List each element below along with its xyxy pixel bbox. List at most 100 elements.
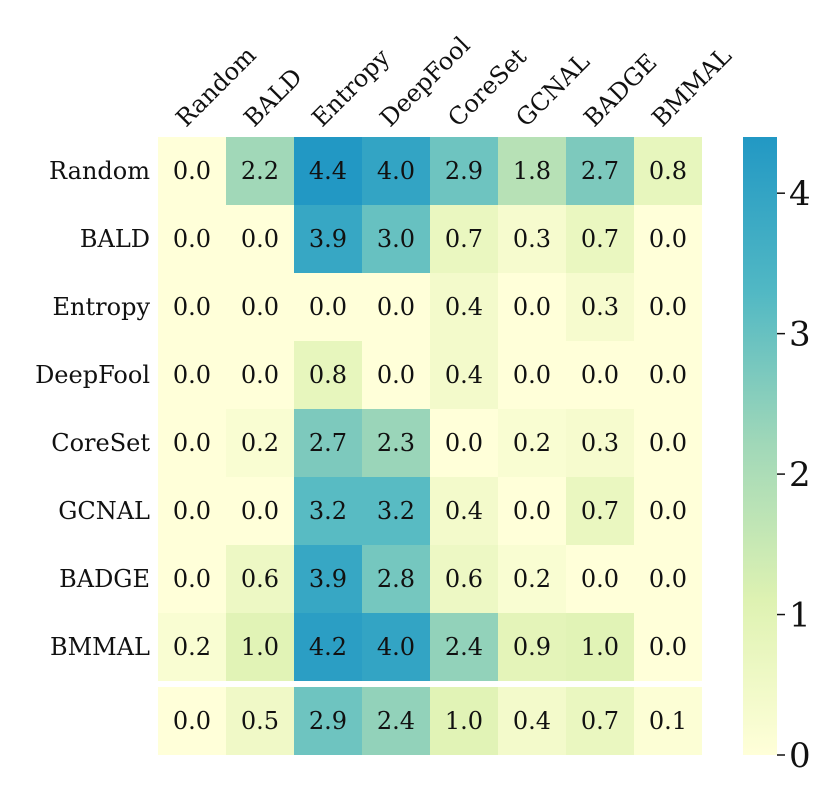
heatmap-cell	[498, 273, 566, 341]
heatmap-cell	[362, 137, 430, 205]
heatmap-cell	[226, 341, 294, 409]
summary-cell	[498, 687, 566, 755]
cell-value: 4.0	[377, 157, 415, 185]
heatmap-cell	[498, 205, 566, 273]
heatmap-cell	[566, 137, 634, 205]
heatmap-cell	[294, 273, 362, 341]
cell-value: 3.0	[377, 225, 415, 253]
heatmap-cell	[566, 477, 634, 545]
heatmap-cell	[362, 545, 430, 613]
summary-value: 1.0	[445, 707, 483, 735]
row-label: Entropy	[53, 293, 151, 321]
heatmap-cell	[430, 341, 498, 409]
cell-value: 2.3	[377, 429, 415, 457]
cell-value: 0.0	[649, 497, 687, 525]
cell-value: 0.0	[649, 361, 687, 389]
heatmap-cell	[634, 341, 702, 409]
heatmap-cell	[226, 409, 294, 477]
colorbar-tick-label: 4	[789, 174, 811, 214]
column-label: BADGE	[578, 48, 662, 132]
row-label: BADGE	[59, 565, 150, 593]
heatmap-cell	[362, 205, 430, 273]
heatmap-cell	[294, 545, 362, 613]
cell-value: 0.7	[581, 225, 619, 253]
cell-value: 0.2	[513, 565, 551, 593]
heatmap-cell	[430, 205, 498, 273]
heatmap-cell	[566, 613, 634, 681]
cell-value: 0.4	[445, 293, 483, 321]
cell-value: 0.7	[445, 225, 483, 253]
row-label: BMMAL	[50, 633, 150, 661]
cell-value: 0.0	[241, 225, 279, 253]
summary-value: 0.5	[241, 707, 279, 735]
summary-value: 0.1	[649, 707, 687, 735]
heatmap-cell	[362, 613, 430, 681]
heatmap-cell	[634, 409, 702, 477]
summary-cell	[158, 687, 226, 755]
heatmap-cell	[498, 137, 566, 205]
heatmap-cell	[294, 613, 362, 681]
heatmap-cell	[294, 477, 362, 545]
summary-value: 2.9	[309, 707, 347, 735]
heatmap-cell	[498, 341, 566, 409]
heatmap-cell	[566, 545, 634, 613]
cell-value: 0.0	[377, 293, 415, 321]
cell-value: 1.0	[581, 633, 619, 661]
heatmap-cell	[294, 137, 362, 205]
heatmap-cell	[362, 409, 430, 477]
cell-value: 0.0	[445, 429, 483, 457]
cell-value: 0.9	[513, 633, 551, 661]
cell-value: 0.0	[513, 293, 551, 321]
summary-cell	[566, 687, 634, 755]
cell-value: 0.0	[649, 225, 687, 253]
heatmap-cell	[226, 545, 294, 613]
cell-value: 1.0	[241, 633, 279, 661]
colorbar-tick-label: 2	[789, 455, 811, 495]
heatmap-cell	[566, 341, 634, 409]
heatmap-cell	[294, 409, 362, 477]
cell-value: 0.0	[173, 565, 211, 593]
heatmap-cell	[158, 545, 226, 613]
heatmap-cell	[158, 409, 226, 477]
cell-value: 0.0	[173, 497, 211, 525]
cell-value: 0.3	[581, 293, 619, 321]
heatmap-cell	[226, 273, 294, 341]
cell-value: 1.8	[513, 157, 551, 185]
cell-value: 0.2	[241, 429, 279, 457]
cell-value: 0.3	[513, 225, 551, 253]
cell-value: 2.7	[309, 429, 347, 457]
cell-value: 0.0	[649, 565, 687, 593]
heatmap-cell	[158, 205, 226, 273]
cell-value: 0.0	[377, 361, 415, 389]
summary-cell	[294, 687, 362, 755]
heatmap-cell	[430, 545, 498, 613]
cell-value: 0.6	[445, 565, 483, 593]
cell-value: 0.2	[513, 429, 551, 457]
cell-value: 0.0	[309, 293, 347, 321]
heatmap-cell	[634, 477, 702, 545]
heatmap-cell	[294, 205, 362, 273]
row-label: GCNAL	[58, 497, 150, 525]
heatmap-cell	[634, 545, 702, 613]
cell-value: 0.0	[513, 361, 551, 389]
heatmap-cell	[158, 613, 226, 681]
cell-value: 0.0	[241, 361, 279, 389]
cell-value: 2.9	[445, 157, 483, 185]
heatmap-cell	[566, 205, 634, 273]
heatmap-cell	[226, 137, 294, 205]
heatmap-cell	[226, 205, 294, 273]
cell-value: 0.0	[241, 293, 279, 321]
heatmap-cell	[430, 273, 498, 341]
cell-value: 2.4	[445, 633, 483, 661]
heatmap-cell	[362, 341, 430, 409]
row-label: DeepFool	[35, 361, 150, 389]
cell-value: 0.3	[581, 429, 619, 457]
heatmap-cell	[158, 273, 226, 341]
summary-row: 0.0 0.5 2.9 2.4 1.0 0.4 0.7 0.1	[158, 687, 702, 755]
cell-value: 0.0	[581, 361, 619, 389]
row-label: CoreSet	[51, 429, 150, 457]
heatmap-cell	[430, 613, 498, 681]
cell-value: 0.4	[445, 361, 483, 389]
heatmap-cell	[226, 477, 294, 545]
colorbar-tick-label: 0	[789, 736, 811, 776]
